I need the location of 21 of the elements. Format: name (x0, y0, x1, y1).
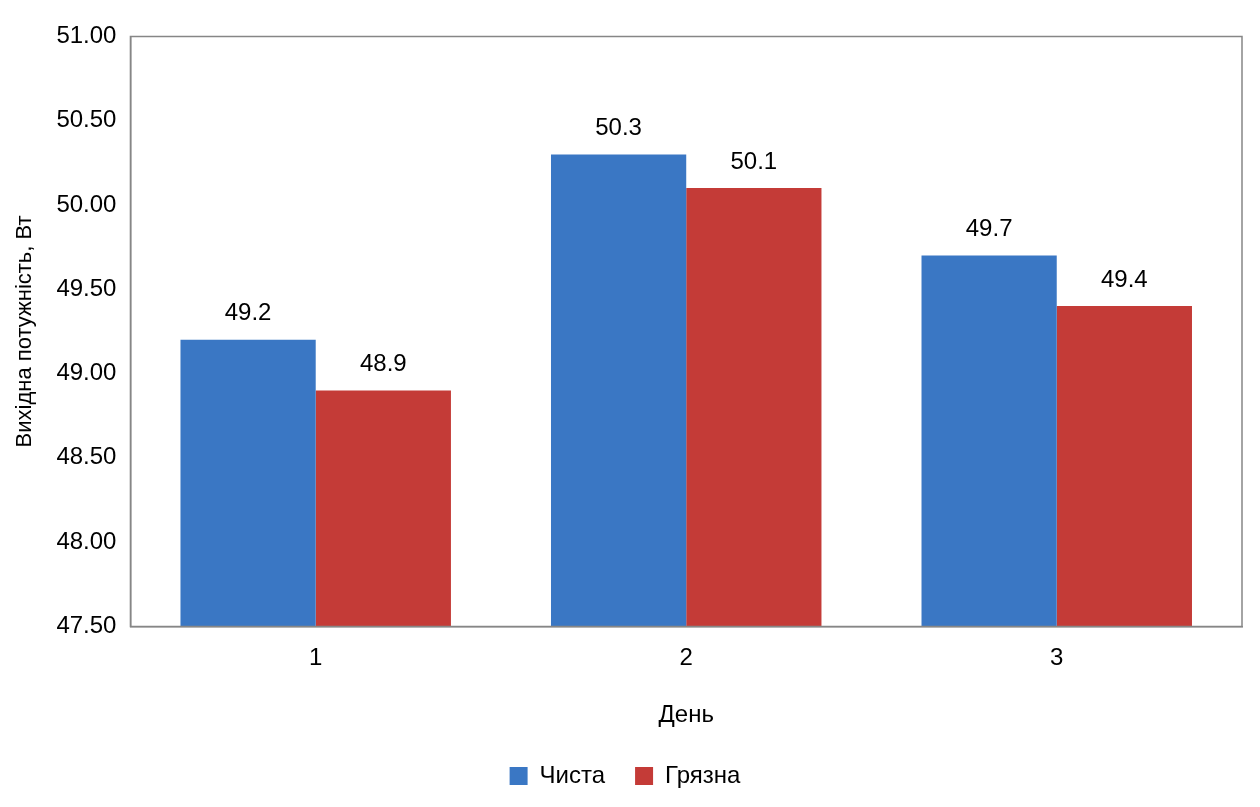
y-tick-label: 48.50 (56, 442, 117, 470)
legend-label: Чиста (539, 760, 606, 788)
y-tick-label: 48.00 (56, 526, 117, 554)
x-tick-label: 3 (1050, 643, 1064, 671)
y-tick-label: 51.00 (56, 21, 117, 49)
y-axis-title: Вихідна потужність, Вт (11, 215, 37, 448)
y-tick-label: 47.50 (56, 611, 117, 639)
data-label: 48.9 (359, 349, 407, 377)
y-tick-label: 49.00 (56, 358, 117, 386)
y-tick-label: 50.50 (56, 105, 117, 133)
data-label: 50.1 (730, 146, 778, 174)
y-tick-label: 50.00 (56, 189, 117, 217)
data-label: 49.7 (965, 214, 1013, 242)
data-label: 49.2 (224, 298, 272, 326)
x-tick-label: 1 (309, 643, 323, 671)
x-axis-title: День (658, 700, 714, 728)
data-label: 49.4 (1101, 264, 1148, 292)
legend-label: Грязна (665, 760, 742, 788)
x-tick-label: 2 (679, 643, 693, 671)
y-tick-label: 49.50 (56, 273, 117, 301)
data-label: 50.3 (595, 113, 642, 141)
